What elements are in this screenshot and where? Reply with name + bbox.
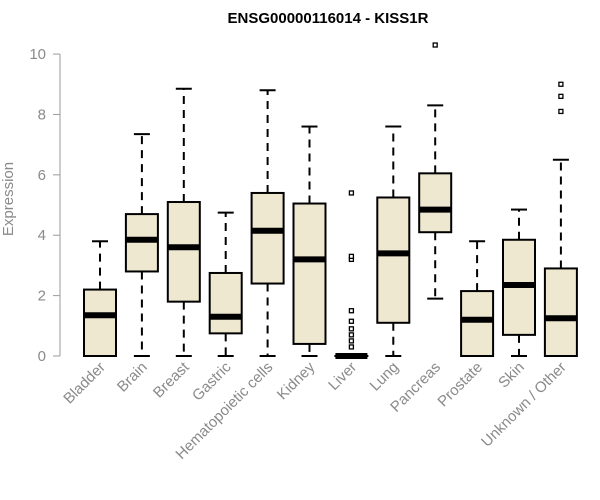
y-tick-label: 0 [38, 348, 46, 365]
box-body [208, 271, 243, 335]
x-tick-label: Breast [150, 358, 193, 401]
outlier-point [432, 42, 438, 48]
box-item [83, 240, 117, 358]
y-axis-label: Expression [0, 162, 17, 236]
box-item [543, 81, 578, 358]
outlier-point [348, 190, 355, 196]
box-body [250, 191, 285, 285]
box-body [124, 213, 159, 273]
box-series [83, 42, 578, 359]
x-tick-label: Lung [367, 359, 403, 395]
outlier-point [348, 308, 355, 314]
box-item [418, 42, 453, 300]
x-tick-label: Liver [325, 359, 360, 394]
y-axis: 0 2 4 6 8 10 [29, 46, 61, 365]
x-tick-label: Brain [114, 359, 151, 396]
outlier-point [558, 81, 564, 87]
box-body [376, 196, 411, 324]
box-item [124, 133, 159, 357]
box-body [166, 201, 201, 303]
outlier-point [348, 338, 355, 344]
outlier-point [348, 253, 355, 260]
box-body [292, 202, 327, 345]
box-body [418, 172, 453, 234]
box-item [334, 190, 369, 359]
box-body [83, 288, 117, 358]
box-item [166, 87, 201, 357]
x-tick-label: Bladder [60, 359, 109, 408]
box-item [460, 240, 495, 358]
box-item [208, 211, 243, 357]
box-item [376, 125, 411, 357]
box-body [460, 290, 495, 358]
box-item [250, 89, 285, 357]
box-body [543, 267, 578, 358]
box-item [502, 208, 536, 357]
y-tick-label: 2 [38, 288, 46, 305]
x-tick-label: Kidney [274, 358, 319, 403]
y-tick-label: 10 [29, 46, 46, 63]
chart-title: ENSG00000116014 - KISS1R [228, 10, 429, 27]
y-tick-label: 6 [38, 167, 46, 184]
y-tick-label: 4 [38, 227, 46, 244]
outlier-point [348, 332, 355, 338]
box-item [292, 125, 327, 357]
outlier-point [348, 344, 355, 350]
y-tick-label: 8 [38, 106, 46, 123]
outlier-point [558, 108, 564, 115]
outlier-point [558, 93, 564, 99]
outlier-point [348, 318, 355, 324]
outlier-point [348, 326, 355, 332]
x-tick-label: Skin [495, 359, 528, 392]
x-tick-label: Prostate [434, 359, 486, 411]
